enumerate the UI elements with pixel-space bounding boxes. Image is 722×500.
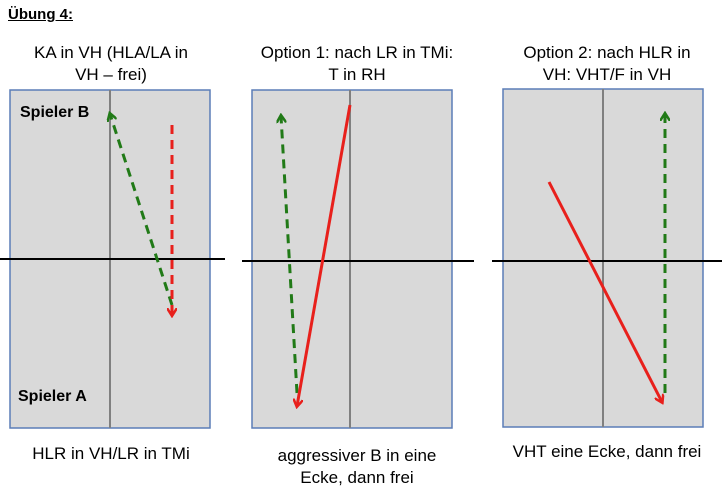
panel-1-title-line-1: KA in VH (HLA/LA in bbox=[33, 43, 189, 62]
ball-path-green-1 bbox=[110, 114, 174, 306]
panel-3-title: Option 2: nach HLR in VH: VHT/F in VH bbox=[492, 42, 722, 86]
panel-1-title: KA in VH (HLA/LA in VH – frei) bbox=[0, 42, 222, 86]
table-panel-2 bbox=[242, 89, 474, 429]
panel-3-bottom-line-1: VHT eine Ecke, dann frei bbox=[512, 442, 702, 461]
panel-2-bottom-line-2: Ecke, dann frei bbox=[300, 468, 414, 487]
table-surface-2 bbox=[251, 89, 453, 429]
panel-3-title-line-1: Option 2: nach HLR in bbox=[523, 43, 691, 62]
panel-1-title-line-2: VH – frei) bbox=[75, 65, 147, 84]
panel-3-title-line-2: VH: VHT/F in VH bbox=[542, 65, 672, 84]
panel-1-bottom-line-1: HLR in VH/LR in TMi bbox=[32, 444, 190, 463]
panel-1-bottom-caption: HLR in VH/LR in TMi bbox=[0, 443, 222, 465]
ball-path-red-3 bbox=[547, 181, 662, 402]
player-a-label: Spieler A bbox=[18, 388, 87, 405]
panel-2-title: Option 1: nach LR in TMi: T in RH bbox=[232, 42, 482, 86]
ball-path-red-2 bbox=[297, 104, 352, 406]
ball-path-green-2 bbox=[281, 116, 299, 394]
exercise-heading: Übung 4: bbox=[8, 6, 73, 23]
player-b-label: Spieler B bbox=[20, 104, 90, 121]
panel-2-bottom-caption: aggressiver B in eine Ecke, dann frei bbox=[232, 445, 482, 489]
table-panel-1 bbox=[0, 89, 225, 429]
panel-2-title-line-1: Option 1: nach LR in TMi: bbox=[260, 43, 454, 62]
panel-3-bottom-caption: VHT eine Ecke, dann frei bbox=[492, 441, 722, 463]
table-panel-3 bbox=[492, 88, 722, 428]
panel-2-title-line-2: T in RH bbox=[328, 65, 386, 84]
panel-2-bottom-line-1: aggressiver B in eine bbox=[277, 446, 437, 465]
